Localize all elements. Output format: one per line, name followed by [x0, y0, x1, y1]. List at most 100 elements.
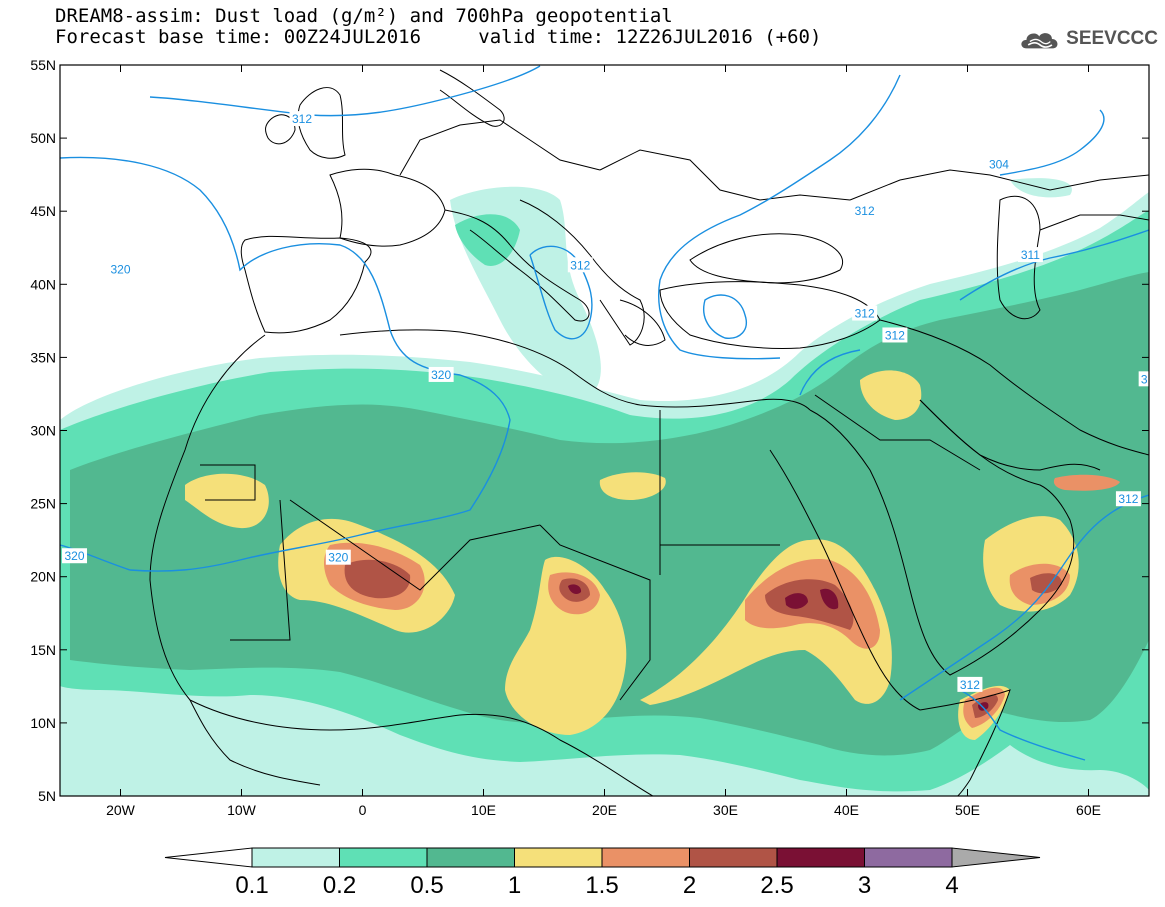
contour-label: 312 — [570, 258, 590, 272]
contour-label-bg — [428, 366, 454, 382]
contour-label-bg — [108, 261, 133, 277]
coastline-red-sea — [769, 449, 921, 711]
contour-label-bg — [852, 305, 878, 321]
lon-tick-label: 50E — [955, 802, 980, 818]
border-algeria-niger — [289, 499, 541, 591]
colorbar-bin — [601, 847, 690, 868]
coastline-ireland — [265, 114, 296, 145]
lat-tick-label: 10N — [30, 715, 56, 731]
valid-time: valid time: 12Z26JUL2016 (+60) — [478, 26, 822, 48]
contour-label-bg — [1115, 491, 1141, 507]
lon-tick-label: 10E — [471, 802, 496, 818]
colorbar-label: 2 — [683, 872, 696, 899]
contour-label: 312 — [960, 678, 980, 692]
contour-label: 3 — [1141, 372, 1148, 386]
lon-tick-label: 40E — [834, 802, 859, 818]
colorbar-label: 1 — [508, 872, 521, 899]
lat-tick-label: 35N — [30, 349, 56, 365]
contour-label: 311 — [1021, 248, 1040, 262]
coastline-caspian — [996, 195, 1041, 320]
lat-tick-label: 15N — [30, 642, 56, 658]
lat-tick-label: 45N — [30, 203, 56, 219]
lon-tick-label: 0 — [359, 802, 367, 818]
contour-label: 312 — [855, 307, 875, 321]
title-line-1: DREAM8-assim: Dust load (g/m²) and 700hP… — [55, 5, 673, 27]
contour-312-east — [799, 349, 861, 396]
dust-high-libya — [599, 472, 666, 500]
lon-tick-label: 20E — [592, 802, 617, 818]
colorbar-label: 3 — [858, 872, 871, 899]
map-title: DREAM8-assim: Dust load (g/m²) and 700hP… — [55, 6, 821, 48]
dust-peak-chad — [568, 584, 582, 594]
contour-label-bg — [62, 548, 88, 564]
dust-high-iraq — [860, 370, 922, 420]
contour-label-bg — [1138, 371, 1150, 387]
colorbar-label: 0.1 — [235, 872, 268, 899]
coastline-balkans — [519, 199, 645, 346]
dust-extreme-mali — [344, 559, 411, 599]
seevccc-logo: SEEVCCC — [1018, 22, 1158, 56]
contour-label-bg — [882, 327, 908, 343]
lat-tick-label: 25N — [30, 496, 56, 512]
contour-label: 320 — [328, 551, 348, 565]
lat-tick-label: 55N — [30, 57, 56, 73]
lat-tick-label: 5N — [38, 788, 56, 804]
border-europe-2 — [599, 149, 851, 201]
lon-tick-label: 30E — [713, 802, 738, 818]
contour-304 — [999, 109, 1105, 176]
dust-very-high-gulf — [1053, 474, 1120, 491]
coastline-north-africa — [149, 334, 654, 796]
contour-312-central — [658, 74, 901, 360]
dust-load-field — [60, 178, 1149, 796]
border-russia — [849, 169, 1149, 201]
coastline-france — [329, 168, 446, 247]
dust-peak-red-sea — [820, 588, 839, 610]
colorbar-label: 0.5 — [410, 872, 443, 899]
lat-tick-label: 30N — [30, 423, 56, 439]
colorbar-bin — [864, 847, 953, 868]
geopotential-contours — [60, 65, 1149, 761]
contour-label: 312 — [1118, 492, 1138, 506]
lat-tick-label: 20N — [30, 569, 56, 585]
colorbar-low-arrow — [164, 847, 253, 868]
lon-tick-label: 10W — [227, 802, 257, 818]
contour-312-aegean — [703, 294, 747, 339]
colorbar: 0.1 0.2 0.5 1 1.5 2 2.5 3 4 — [164, 847, 1041, 899]
colorbar-bin — [251, 847, 340, 868]
contour-label: 312 — [885, 328, 905, 342]
contour-label-bg — [986, 156, 1012, 172]
dust-plume-adriatic — [455, 214, 520, 266]
forecast-base-time: Forecast base time: 00Z24JUL2016 — [55, 26, 422, 48]
contour-label-bg — [957, 676, 983, 692]
border-western-sahara — [200, 464, 256, 501]
coastline-med-africa — [339, 329, 811, 411]
contour-311-caspian — [959, 229, 1149, 301]
coastline-persian-gulf — [919, 399, 1101, 471]
coastlines-and-borders — [149, 69, 1149, 796]
coastline-greece — [619, 299, 666, 346]
contour-label-bg — [289, 111, 315, 127]
contour-312-italy — [529, 245, 593, 340]
border-europe-1 — [399, 119, 601, 176]
lat-tick-label: 50N — [30, 130, 56, 146]
colorbar-label: 1.5 — [585, 872, 618, 899]
latitude-ticks: 5N 10N 15N 20N 25N 30N 35N 40N 45N 50N 55N — [30, 57, 1149, 804]
coastline-italy — [444, 209, 590, 322]
coastline-uk — [297, 87, 346, 159]
colorbar-bin — [426, 847, 515, 868]
contour-label: 320 — [65, 549, 85, 563]
contour-312-somalia — [959, 689, 1086, 761]
contour-label-bg — [852, 203, 878, 219]
colorbar-bin — [776, 847, 865, 868]
contour-label-bg — [1017, 247, 1043, 263]
border-saudi — [814, 394, 981, 471]
contour-312-north — [149, 65, 541, 117]
contour-label: 320 — [431, 368, 451, 382]
coastline-iberia — [240, 235, 372, 334]
border-mauritania-mali — [230, 499, 291, 641]
colorbar-bin — [689, 847, 778, 868]
colorbar-label: 4 — [945, 872, 958, 899]
colorbar-bin — [339, 847, 428, 868]
coastline-iran — [879, 319, 1149, 456]
contour-label: 304 — [989, 157, 1009, 171]
